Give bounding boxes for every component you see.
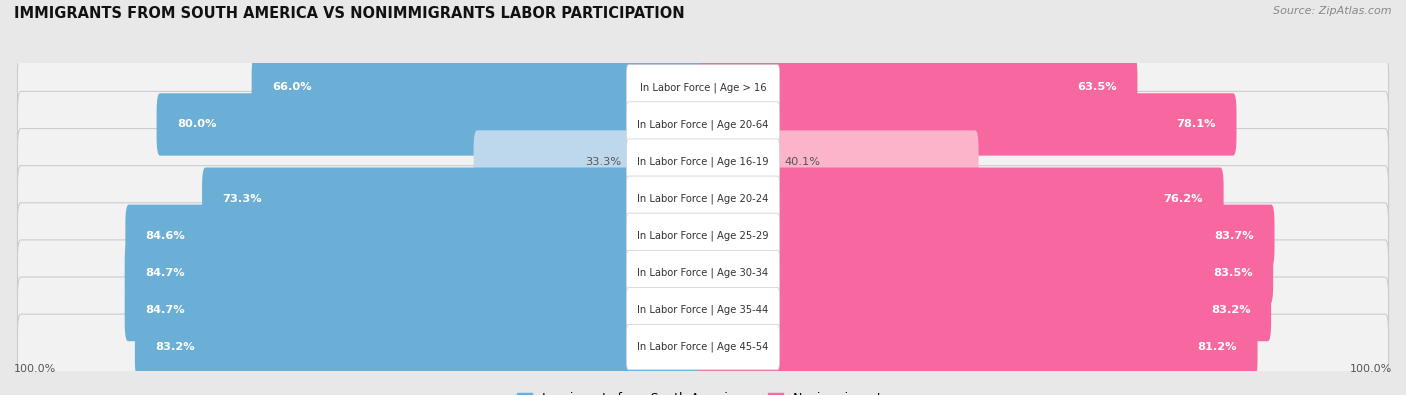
FancyBboxPatch shape bbox=[125, 242, 706, 304]
FancyBboxPatch shape bbox=[626, 65, 780, 110]
FancyBboxPatch shape bbox=[252, 56, 706, 118]
FancyBboxPatch shape bbox=[700, 56, 1137, 118]
FancyBboxPatch shape bbox=[700, 167, 1223, 230]
FancyBboxPatch shape bbox=[626, 288, 780, 333]
Text: 84.6%: 84.6% bbox=[146, 231, 186, 241]
Text: 33.3%: 33.3% bbox=[585, 156, 621, 167]
Text: In Labor Force | Age 35-44: In Labor Force | Age 35-44 bbox=[637, 305, 769, 315]
Text: 76.2%: 76.2% bbox=[1164, 194, 1204, 204]
FancyBboxPatch shape bbox=[17, 54, 1389, 120]
FancyBboxPatch shape bbox=[626, 102, 780, 147]
Text: 63.5%: 63.5% bbox=[1077, 82, 1116, 92]
Text: In Labor Force | Age 30-34: In Labor Force | Age 30-34 bbox=[637, 268, 769, 278]
Text: 100.0%: 100.0% bbox=[14, 364, 56, 374]
FancyBboxPatch shape bbox=[17, 128, 1389, 195]
Text: 80.0%: 80.0% bbox=[177, 119, 217, 130]
FancyBboxPatch shape bbox=[125, 279, 706, 341]
Text: 40.1%: 40.1% bbox=[785, 156, 821, 167]
Text: 83.2%: 83.2% bbox=[155, 342, 195, 352]
FancyBboxPatch shape bbox=[700, 205, 1274, 267]
Text: In Labor Force | Age 16-19: In Labor Force | Age 16-19 bbox=[637, 156, 769, 167]
FancyBboxPatch shape bbox=[626, 250, 780, 295]
Text: IMMIGRANTS FROM SOUTH AMERICA VS NONIMMIGRANTS LABOR PARTICIPATION: IMMIGRANTS FROM SOUTH AMERICA VS NONIMMI… bbox=[14, 6, 685, 21]
Text: 83.5%: 83.5% bbox=[1213, 268, 1253, 278]
Text: 73.3%: 73.3% bbox=[222, 194, 262, 204]
Text: In Labor Force | Age 25-29: In Labor Force | Age 25-29 bbox=[637, 231, 769, 241]
Text: In Labor Force | Age 45-54: In Labor Force | Age 45-54 bbox=[637, 342, 769, 352]
Text: 66.0%: 66.0% bbox=[271, 82, 312, 92]
FancyBboxPatch shape bbox=[17, 277, 1389, 343]
FancyBboxPatch shape bbox=[700, 279, 1271, 341]
FancyBboxPatch shape bbox=[700, 93, 1236, 156]
FancyBboxPatch shape bbox=[700, 242, 1274, 304]
Text: In Labor Force | Age 20-24: In Labor Force | Age 20-24 bbox=[637, 194, 769, 204]
FancyBboxPatch shape bbox=[626, 213, 780, 258]
Text: 84.7%: 84.7% bbox=[145, 305, 184, 315]
FancyBboxPatch shape bbox=[17, 240, 1389, 306]
FancyBboxPatch shape bbox=[135, 316, 706, 378]
Text: In Labor Force | Age > 16: In Labor Force | Age > 16 bbox=[640, 82, 766, 92]
Text: 81.2%: 81.2% bbox=[1198, 342, 1237, 352]
Text: In Labor Force | Age 20-64: In Labor Force | Age 20-64 bbox=[637, 119, 769, 130]
FancyBboxPatch shape bbox=[474, 130, 706, 193]
Text: 100.0%: 100.0% bbox=[1350, 364, 1392, 374]
FancyBboxPatch shape bbox=[626, 139, 780, 184]
FancyBboxPatch shape bbox=[17, 166, 1389, 232]
Text: 83.7%: 83.7% bbox=[1215, 231, 1254, 241]
Legend: Immigrants from South America, Nonimmigrants: Immigrants from South America, Nonimmigr… bbox=[517, 392, 889, 395]
FancyBboxPatch shape bbox=[125, 205, 706, 267]
Text: 78.1%: 78.1% bbox=[1177, 119, 1216, 130]
Text: 83.2%: 83.2% bbox=[1211, 305, 1251, 315]
FancyBboxPatch shape bbox=[700, 130, 979, 193]
FancyBboxPatch shape bbox=[156, 93, 706, 156]
FancyBboxPatch shape bbox=[202, 167, 706, 230]
FancyBboxPatch shape bbox=[17, 314, 1389, 380]
Text: 84.7%: 84.7% bbox=[145, 268, 184, 278]
FancyBboxPatch shape bbox=[626, 176, 780, 221]
FancyBboxPatch shape bbox=[17, 91, 1389, 158]
FancyBboxPatch shape bbox=[700, 316, 1257, 378]
FancyBboxPatch shape bbox=[626, 325, 780, 370]
FancyBboxPatch shape bbox=[17, 203, 1389, 269]
Text: Source: ZipAtlas.com: Source: ZipAtlas.com bbox=[1274, 6, 1392, 16]
